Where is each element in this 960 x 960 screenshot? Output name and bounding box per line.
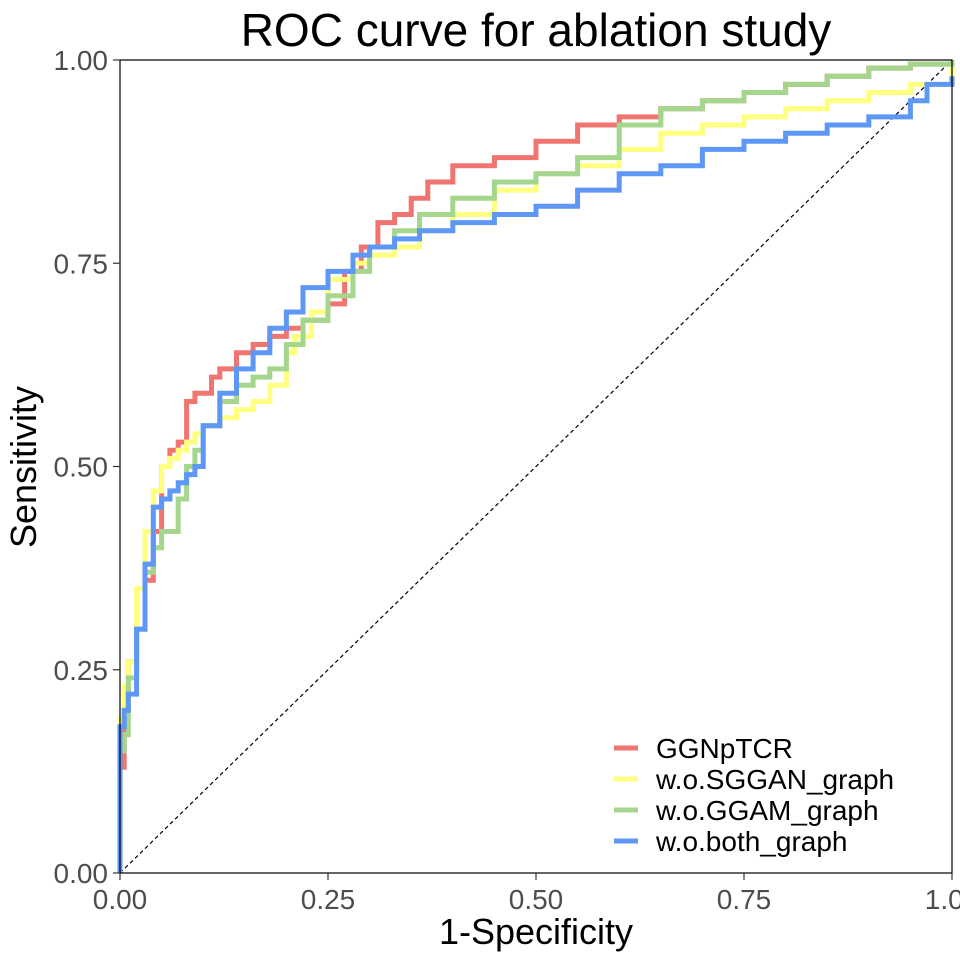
- chart-title: ROC curve for ablation study: [241, 4, 832, 56]
- y-tick-label: 0.75: [54, 248, 109, 279]
- y-tick-label: 0.25: [54, 655, 109, 686]
- x-tick-label: 0.50: [509, 884, 564, 915]
- y-tick-label: 1.00: [54, 45, 109, 76]
- series-line-1: [117, 60, 955, 873]
- y-tick-label: 0.50: [54, 452, 109, 483]
- legend-label-2: w.o.GGAM_graph: [655, 795, 879, 826]
- series-line-3: [117, 76, 955, 873]
- legend-label-3: w.o.both_graph: [655, 826, 848, 857]
- y-axis-title: Sensitivity: [3, 386, 44, 548]
- x-axis-title: 1-Specificity: [439, 911, 633, 952]
- y-tick-label: 0.00: [54, 858, 109, 889]
- legend: GGNpTCRw.o.SGGAN_graphw.o.GGAM_graphw.o.…: [614, 733, 894, 857]
- series-line-2: [117, 60, 955, 873]
- plot-area: [117, 59, 955, 874]
- x-tick-label: 0.25: [301, 884, 356, 915]
- x-tick-label: 0.00: [93, 884, 148, 915]
- axes: 0.00 0.25 0.50 0.75 1.00 0.00 0.25 0.50 0.75 1.00: [54, 45, 960, 915]
- reference-diagonal-line: [119, 59, 953, 874]
- legend-label-0: GGNpTCR: [656, 733, 793, 764]
- legend-label-1: w.o.SGGAN_graph: [655, 764, 894, 795]
- x-tick-label: 0.75: [717, 884, 772, 915]
- x-tick-label: 1.00: [925, 884, 960, 915]
